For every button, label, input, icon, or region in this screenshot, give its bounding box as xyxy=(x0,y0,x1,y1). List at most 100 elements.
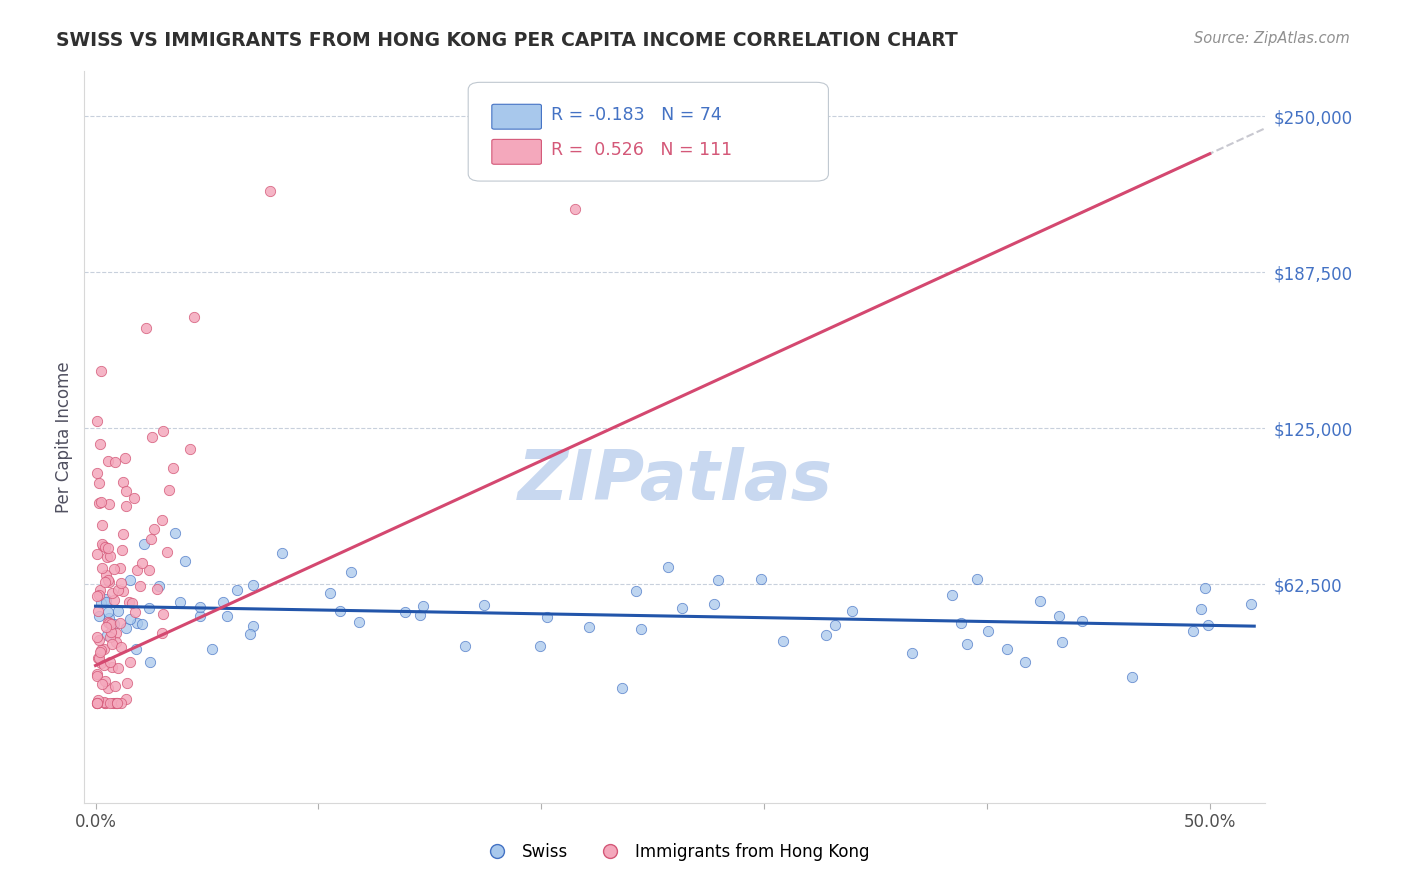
Point xyxy=(394,606,416,620)
Text: R =  0.526   N = 111: R = 0.526 N = 111 xyxy=(551,141,733,160)
Point xyxy=(103,617,125,632)
Point xyxy=(1121,670,1143,684)
Point xyxy=(772,633,794,648)
Point xyxy=(454,640,477,654)
Point xyxy=(1182,624,1205,638)
Point xyxy=(624,583,647,598)
Point xyxy=(1071,614,1094,628)
Point xyxy=(98,549,121,563)
Point xyxy=(271,546,294,560)
Point xyxy=(529,639,551,653)
Point xyxy=(657,559,679,574)
Point xyxy=(169,595,191,609)
Point xyxy=(900,646,922,660)
Text: Source: ZipAtlas.com: Source: ZipAtlas.com xyxy=(1194,31,1350,46)
Point xyxy=(138,563,160,577)
Point xyxy=(111,475,134,490)
Point xyxy=(111,527,134,541)
Point xyxy=(1198,617,1220,632)
Point xyxy=(841,604,863,618)
Point xyxy=(941,588,963,602)
Point xyxy=(179,442,201,456)
Point xyxy=(152,607,174,621)
Point xyxy=(89,437,111,451)
Point xyxy=(173,554,195,568)
Point xyxy=(125,616,148,631)
Point xyxy=(183,310,205,325)
FancyBboxPatch shape xyxy=(492,139,541,164)
Point xyxy=(105,696,128,710)
Point xyxy=(212,595,235,609)
Point xyxy=(412,599,434,614)
Point xyxy=(242,578,264,592)
Point xyxy=(163,526,186,541)
Point xyxy=(1189,602,1212,616)
Point xyxy=(97,497,120,511)
Point xyxy=(104,455,127,469)
Point xyxy=(108,615,131,630)
Point xyxy=(90,495,112,509)
Point xyxy=(86,589,108,603)
Point xyxy=(347,615,370,629)
Point xyxy=(111,583,134,598)
Point xyxy=(131,617,153,632)
Point xyxy=(100,585,122,599)
Point xyxy=(1014,655,1036,669)
Point xyxy=(90,537,112,551)
Point xyxy=(1194,581,1216,595)
Point xyxy=(105,696,128,710)
Point xyxy=(98,656,121,670)
Point xyxy=(124,605,146,619)
Point xyxy=(120,655,142,669)
Point xyxy=(91,561,114,575)
Point xyxy=(114,621,136,635)
Point xyxy=(118,573,141,587)
Point xyxy=(86,414,108,428)
FancyBboxPatch shape xyxy=(492,104,541,129)
Point xyxy=(148,579,170,593)
Point xyxy=(122,491,145,506)
Point xyxy=(100,625,122,640)
Point xyxy=(110,576,132,591)
Point xyxy=(87,604,110,618)
Point xyxy=(259,184,281,198)
Point xyxy=(96,454,118,468)
Point xyxy=(86,696,108,710)
Point xyxy=(578,620,600,634)
Point xyxy=(97,541,120,555)
Point xyxy=(97,573,120,587)
Point xyxy=(87,496,110,510)
Point xyxy=(104,696,127,710)
Text: SWISS VS IMMIGRANTS FROM HONG KONG PER CAPITA INCOME CORRELATION CHART: SWISS VS IMMIGRANTS FROM HONG KONG PER C… xyxy=(56,31,957,50)
Point xyxy=(90,643,112,657)
Point xyxy=(242,619,264,633)
Point xyxy=(564,202,586,216)
Point xyxy=(1029,593,1052,607)
Point xyxy=(143,522,166,536)
Point xyxy=(131,556,153,570)
Point xyxy=(94,592,117,607)
Point xyxy=(86,696,108,710)
Point xyxy=(90,676,112,690)
Point xyxy=(966,573,988,587)
Point xyxy=(86,651,108,665)
Point xyxy=(89,650,111,665)
Point xyxy=(98,696,121,710)
Point xyxy=(536,610,558,624)
Point xyxy=(329,604,352,618)
Point xyxy=(117,676,139,690)
Point xyxy=(156,545,179,559)
Point xyxy=(824,618,846,632)
Point xyxy=(101,637,124,651)
Point xyxy=(150,513,173,527)
Point xyxy=(612,681,634,695)
Point xyxy=(114,451,136,466)
Point xyxy=(86,630,108,644)
Point xyxy=(162,461,184,475)
Point xyxy=(101,696,124,710)
Point xyxy=(103,562,125,576)
Point xyxy=(409,608,432,623)
Point xyxy=(152,425,174,439)
Point xyxy=(90,364,112,378)
Point xyxy=(630,622,652,636)
